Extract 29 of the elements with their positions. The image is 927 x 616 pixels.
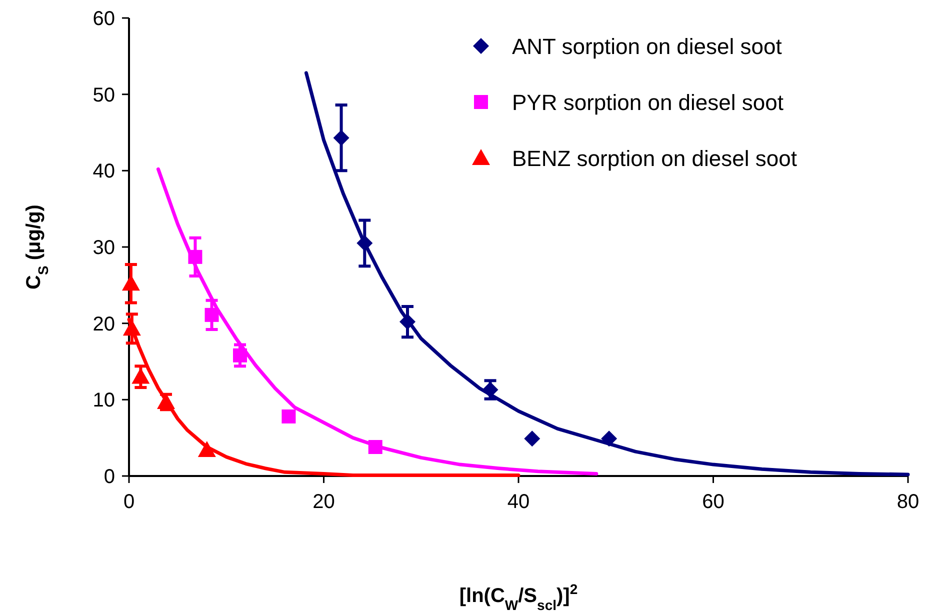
y-tick-label: 40 (92, 160, 115, 183)
y-tick-label: 20 (92, 313, 115, 336)
x-tick-label: 80 (896, 491, 920, 513)
x-tick-label: 20 (312, 491, 335, 513)
point (356, 235, 373, 252)
x-tick-label: 60 (702, 491, 724, 513)
y-tick-label: 10 (92, 390, 115, 412)
y-tick-label: 50 (92, 84, 115, 106)
line-series (304, 71, 910, 476)
point (601, 430, 618, 447)
point (282, 409, 296, 424)
point (204, 308, 219, 322)
y-tick-label: 30 (92, 237, 115, 259)
point (524, 430, 540, 447)
point (188, 250, 202, 264)
point (333, 130, 350, 146)
point (122, 274, 140, 291)
x-axis-title: [ln(C$_{W}$/S$_{scl}$)]$^{2}$ (459, 581, 578, 613)
point (368, 440, 382, 454)
y-tick-label: 0 (104, 466, 115, 488)
point (198, 441, 216, 458)
x-tick-label: 40 (507, 491, 530, 513)
legend-label: BENZ sorption on diesel soot (512, 146, 797, 171)
legend-label: ANT sorption on diesel soot (512, 34, 782, 59)
x-tick-label: 0 (123, 491, 135, 513)
point (233, 348, 248, 362)
y-tick-label: 60 (92, 8, 115, 30)
point (399, 314, 416, 330)
legend-label: PYR sorption on diesel soot (512, 90, 784, 115)
